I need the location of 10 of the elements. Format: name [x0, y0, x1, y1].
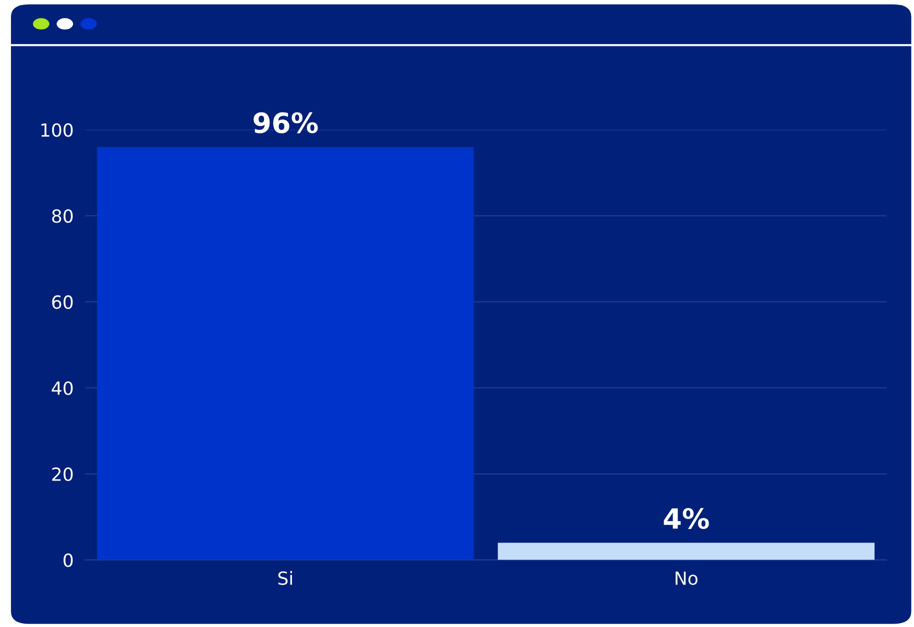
y-tick-label: 80: [52, 209, 73, 223]
x-tick-label: Si: [278, 571, 292, 585]
y-tick-label: 40: [52, 381, 73, 395]
data-label: 4%: [664, 508, 709, 529]
y-tick-label: 0: [64, 553, 73, 568]
y-tick-label: 20: [52, 467, 73, 482]
y-tick-label: 100: [41, 123, 73, 137]
y-tick-label: 60: [52, 295, 73, 309]
data-label: 96%: [254, 112, 318, 134]
x-tick-label: No: [676, 572, 698, 585]
